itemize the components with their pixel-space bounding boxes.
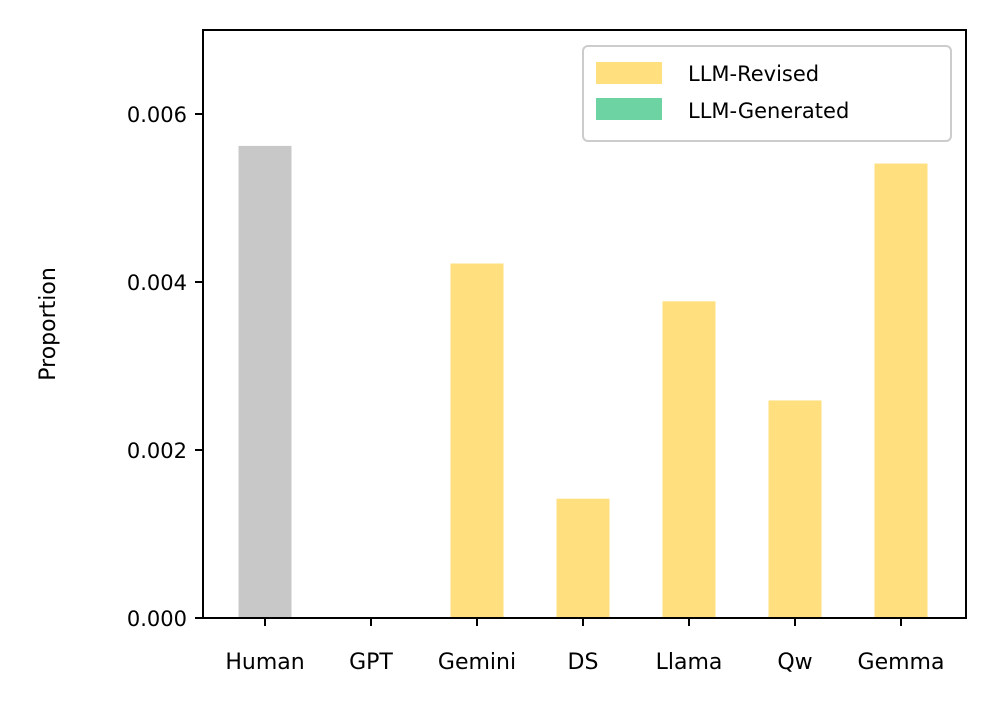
bar-llm-revised-qw [768,400,822,618]
y-tick-label: 0.002 [127,439,187,463]
plot-frame [202,29,967,619]
bar-human-human [238,145,292,619]
legend-label-llm-generated: LLM-Generated [688,99,849,123]
y-tick-label: 0.006 [127,103,187,127]
bar-llm-revised-ds [556,498,610,618]
bars-layer [238,145,928,619]
legend: LLM-Revised LLM-Generated [582,45,952,142]
y-axis-title: Proportion [36,267,61,381]
legend-swatch-llm-generated [596,98,662,120]
legend-frame [582,45,952,142]
x-tick-label-gpt: GPT [349,650,393,675]
bar-llm-revised-llama [662,301,716,618]
x-tick-label-llama: Llama [656,650,723,675]
legend-swatch-llm-revised [596,62,662,84]
y-tick-label: 0.004 [127,271,187,295]
x-tick-label-gemma: Gemma [858,650,945,675]
y-axis: 0.000 0.002 0.004 0.006 [127,103,203,631]
x-tick-label-qw: Qw [777,650,812,675]
bar-llm-revised-gemma [874,163,928,618]
x-tick-label-ds: DS [568,650,599,675]
bar-llm-revised-gemini [450,263,504,618]
y-tick-label: 0.000 [127,607,187,631]
x-tick-label-human: Human [225,650,304,675]
x-tick-label-gemini: Gemini [438,650,516,675]
x-axis: Human GPT Gemini DS Llama Qw Gemma [225,618,944,675]
legend-label-llm-revised: LLM-Revised [688,62,819,86]
